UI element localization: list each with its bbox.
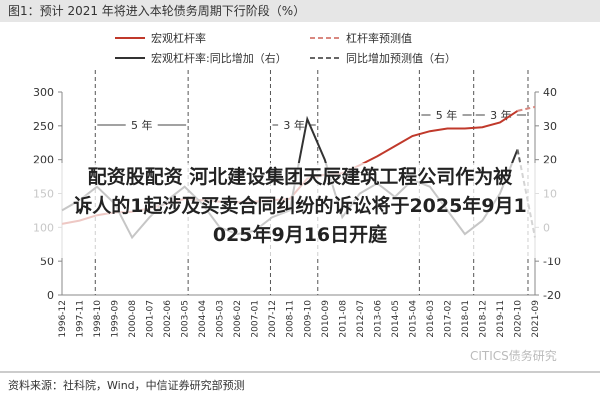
annotation: 5 年 <box>436 108 458 122</box>
overlay-text: 配资股配资 河北建设集团天辰建筑工程公司作为被 <box>87 166 513 188</box>
x-tick-label: 2011-08 <box>338 300 348 338</box>
y-tick-label: 50 <box>40 255 54 268</box>
x-tick-label: 2002-06 <box>163 300 173 338</box>
y2-tick-label: -10 <box>543 255 561 268</box>
x-tick-label: 1996-12 <box>58 300 68 338</box>
x-tick-label: 2013-06 <box>373 300 383 338</box>
y2-tick-label: -20 <box>543 289 561 302</box>
x-tick-label: 2019-11 <box>496 300 506 338</box>
x-tick-label: 2020-10 <box>513 300 523 338</box>
header-bar <box>0 0 600 22</box>
overlay-text: 025年9月16日开庭 <box>212 224 388 246</box>
x-tick-label: 2006-02 <box>233 300 243 338</box>
x-tick-label: 2010-09 <box>321 300 331 338</box>
annotation: 3 年 <box>283 118 305 132</box>
watermark: CITICS债务研究 <box>470 348 557 363</box>
overlay-banner: 配资股配资 河北建设集团天辰建筑工程公司作为被 诉人的1起涉及买卖合同纠纷的诉讼将… <box>0 163 600 258</box>
annotation: 5 年 <box>131 118 153 132</box>
x-tick-label: 2018-01 <box>461 300 471 338</box>
y2-tick-label: 30 <box>543 120 557 133</box>
annotation: 3 年 <box>490 108 512 122</box>
x-tick-label: 2018-12 <box>478 300 488 338</box>
source: 资料来源：社科院，Wind，中信证券研究部预测 <box>8 378 245 392</box>
legend-label: 同比增加预测值（右） <box>346 51 456 65</box>
x-tick-label: 2012-07 <box>356 300 366 338</box>
x-tick-label: 2015-04 <box>408 300 418 338</box>
x-tick-label: 2004-04 <box>198 300 208 338</box>
legend-label: 宏观杠杆率 <box>151 31 206 45</box>
chart-title: 图1：预计 2021 年将进入本轮债务周期下行阶段（%） <box>8 3 305 18</box>
y2-tick-label: 40 <box>543 86 557 99</box>
x-tick-label: 2003-05 <box>181 300 191 338</box>
x-tick-label: 1997-11 <box>76 300 86 338</box>
legend-label: 杠杆率预测值 <box>346 31 412 45</box>
x-tick-label: 2000-08 <box>128 300 138 338</box>
x-tick-label: 2009-10 <box>303 300 313 338</box>
x-tick-label: 1998-10 <box>93 300 103 338</box>
x-tick-label: 2007-01 <box>251 300 261 338</box>
legend-label: 宏观杠杆率:同比增加（右） <box>151 51 287 65</box>
x-tick-label: 2016-03 <box>426 300 436 338</box>
x-tick-label: 2014-05 <box>391 300 401 338</box>
x-tick-label: 2005-03 <box>216 300 226 338</box>
y-tick-label: 0 <box>47 289 54 302</box>
x-tick-label: 2007-12 <box>268 300 278 338</box>
x-tick-label: 1999-09 <box>111 300 121 338</box>
x-tick-label: 2021-09 <box>531 300 541 338</box>
x-tick-label: 2001-07 <box>146 300 156 338</box>
series-line <box>517 105 536 112</box>
y-tick-label: 250 <box>33 120 54 133</box>
x-tick-label: 2017-02 <box>443 300 453 338</box>
overlay-text: 诉人的1起涉及买卖合同纠纷的诉讼将于2025年9月1 <box>73 195 527 217</box>
y-tick-label: 300 <box>33 86 54 99</box>
x-tick-label: 2008-11 <box>286 300 296 338</box>
